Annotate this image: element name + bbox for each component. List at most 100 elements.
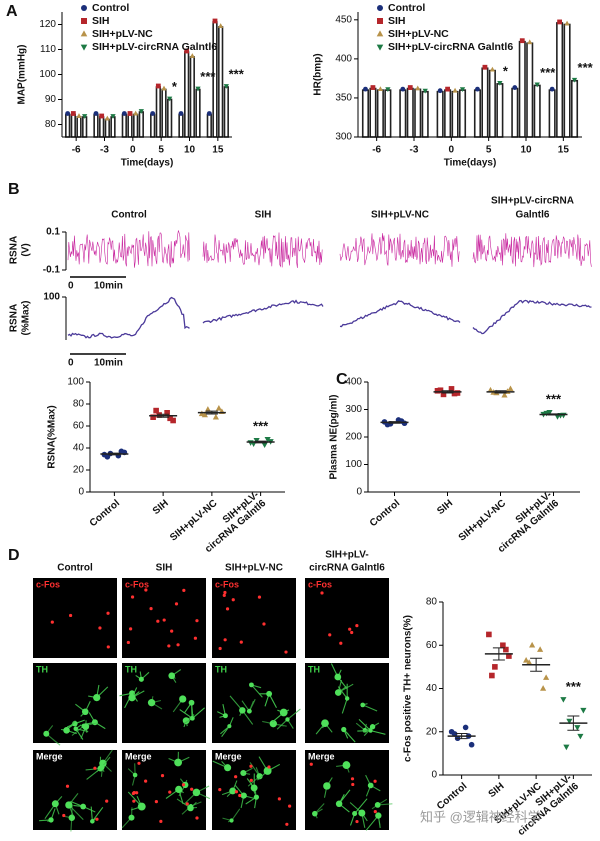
column-title: SIH [255, 210, 272, 221]
y-tick-label: 40 [73, 443, 85, 454]
soma [352, 811, 358, 817]
nucleus [355, 624, 359, 628]
raw-trace [472, 233, 592, 268]
marker [70, 111, 76, 116]
bar [444, 89, 452, 138]
soma [367, 782, 374, 789]
soma [224, 764, 232, 772]
nucleus [176, 643, 180, 647]
nucleus [285, 822, 289, 826]
nucleus [50, 620, 54, 624]
bar [133, 113, 139, 138]
x-tick-label: 0 [130, 145, 136, 156]
nucleus [355, 819, 359, 824]
marker [104, 115, 110, 121]
marker [155, 83, 161, 89]
marker [201, 411, 208, 418]
x-tick-label: 10 [184, 145, 196, 156]
nucleus [126, 640, 130, 645]
soma [263, 766, 272, 775]
marker [557, 19, 562, 25]
soma [128, 694, 136, 702]
nucleus [373, 810, 377, 814]
raw-tick-label: -0.1 [43, 265, 61, 276]
soma [187, 804, 194, 812]
bar [155, 86, 161, 138]
bar [110, 116, 116, 138]
norm-trace [202, 299, 324, 324]
micrograph [122, 750, 206, 830]
column-title: circRNA Galntl6 [309, 563, 385, 574]
y-axis-label: (V) [21, 243, 32, 256]
marker [80, 30, 88, 37]
bar [218, 26, 224, 138]
soma [82, 723, 90, 730]
nucleus [106, 611, 110, 615]
marker [377, 86, 384, 92]
marker [223, 84, 229, 89]
nucleus [328, 633, 332, 637]
nucleus [105, 799, 109, 803]
bar [223, 86, 229, 138]
error-bar [455, 732, 468, 740]
marker [534, 82, 540, 88]
soma [168, 672, 176, 680]
nucleus [106, 645, 110, 649]
x-tick-label: SIH+pLV-NC [168, 498, 219, 544]
error-bar [388, 421, 401, 424]
nucleus [348, 627, 352, 631]
marker [212, 18, 218, 24]
marker [523, 657, 530, 663]
soma [375, 812, 382, 819]
bar [184, 51, 190, 138]
soma [179, 695, 187, 703]
y-tick-label: 300 [345, 404, 362, 415]
row-label: Merge [125, 751, 152, 761]
marker [206, 111, 212, 116]
bar [150, 113, 156, 138]
row-label: Merge [36, 751, 63, 761]
norm-trace [472, 299, 592, 335]
soma [250, 784, 258, 792]
marker [150, 111, 156, 116]
x-tick-label-group: SIH [487, 781, 507, 800]
watermark: 知乎 @逻辑神经科学 [420, 809, 541, 824]
marker [422, 88, 428, 94]
bar [99, 116, 105, 138]
neuron [357, 719, 386, 735]
scale-label: 0 [68, 358, 74, 369]
nucleus [223, 638, 227, 642]
nucleus [277, 797, 281, 801]
x-tick-label-group: SIH [151, 498, 171, 517]
soma [342, 761, 351, 770]
nucleus [149, 606, 153, 611]
micrograph [305, 578, 389, 658]
marker [93, 111, 99, 116]
x-tick-label-group: SIH [435, 498, 455, 517]
x-tick-label: 15 [558, 145, 570, 156]
marker [519, 38, 525, 44]
marker [543, 410, 550, 417]
bar [178, 113, 184, 138]
marker [560, 697, 567, 703]
error-bar [441, 390, 454, 394]
x-axis-label: Time(days) [121, 158, 174, 169]
soma [285, 717, 290, 722]
y-tick-label: 80 [73, 399, 85, 410]
marker [451, 731, 458, 737]
y-axis-label: (%Max) [21, 300, 32, 335]
nucleus [350, 630, 354, 635]
soma [90, 819, 95, 824]
soma [321, 719, 329, 728]
nucleus [234, 790, 238, 794]
bar [70, 113, 76, 138]
marker [212, 413, 219, 420]
x-tick-label-group: Control [88, 498, 122, 529]
marker [81, 5, 87, 11]
soma [360, 702, 366, 708]
marker [549, 86, 555, 92]
nucleus [284, 650, 288, 654]
bar [451, 90, 459, 138]
nucleus [159, 819, 163, 823]
annotation: *** [253, 419, 269, 434]
